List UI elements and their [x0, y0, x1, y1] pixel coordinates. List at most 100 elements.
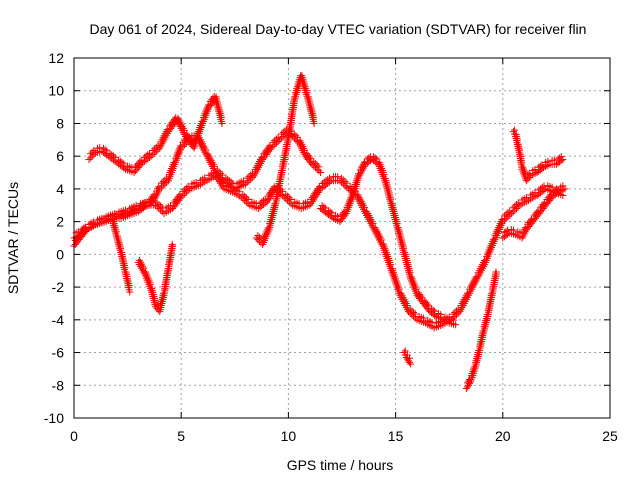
- data-point-fill: [294, 133, 302, 141]
- x-axis-label: GPS time / hours: [287, 457, 394, 473]
- data-point-fill: [241, 192, 249, 200]
- data-point-fill: [328, 209, 336, 217]
- data-point-fill: [254, 232, 262, 240]
- data-point-fill: [155, 200, 163, 208]
- data-point: [242, 180, 250, 188]
- x-tick-label: 25: [602, 428, 618, 444]
- sat-track-4: [109, 216, 134, 296]
- data-point: [561, 185, 569, 193]
- data-point: [499, 218, 507, 226]
- data-point: [218, 119, 226, 127]
- data-point-fill: [121, 264, 129, 272]
- data-point-fill: [403, 302, 411, 309]
- data-point: [522, 177, 530, 185]
- x-tick-label: 10: [281, 428, 297, 444]
- x-tick-label: 15: [388, 428, 404, 444]
- data-point-fill: [378, 236, 386, 244]
- data-point-fill: [419, 314, 427, 322]
- x-tick-label: 20: [495, 428, 511, 444]
- data-point-fill: [408, 307, 416, 315]
- y-axis-label: SDTVAR / TECUs: [5, 182, 21, 294]
- data-point-fill: [287, 196, 295, 204]
- data-point-fill: [305, 153, 313, 161]
- sat-track-7: [317, 153, 460, 329]
- sat-track-11: [510, 126, 567, 185]
- sat-track-10: [499, 182, 569, 242]
- data-point: [507, 209, 515, 217]
- data-point-fill: [437, 311, 445, 319]
- data-point-fill: [338, 174, 346, 182]
- data-point-fill: [320, 203, 328, 211]
- y-tick-label: -8: [52, 377, 65, 393]
- data-point-fill: [553, 185, 561, 193]
- sat-track-5: [134, 240, 177, 316]
- data-point: [85, 155, 93, 163]
- data-point-fill: [339, 176, 347, 184]
- data-point: [317, 169, 325, 177]
- data-point-fill: [235, 188, 243, 196]
- data-point-fill: [406, 269, 414, 277]
- chart-title: Day 061 of 2024, Sidereal Day-to-day VTE…: [90, 21, 587, 37]
- data-point-fill: [326, 208, 334, 216]
- data-point-fill: [393, 220, 401, 228]
- data-point: [130, 169, 138, 177]
- data-point-fill: [551, 187, 559, 195]
- axis-ticks: 0 5 10 15 20 25 -10 -8 -6 -4 -2 0 2 4 6 8 10 12: [44, 50, 618, 444]
- data-point-fill: [282, 191, 290, 199]
- sat-track-6: [252, 72, 318, 249]
- sat-track-2: [70, 169, 567, 332]
- data-point: [306, 201, 314, 209]
- data-point-fill: [242, 194, 250, 202]
- y-tick-label: 2: [56, 214, 64, 230]
- data-point-fill: [292, 132, 300, 140]
- y-tick-label: -4: [52, 312, 65, 328]
- data-point-fill: [380, 171, 388, 179]
- data-point-fill: [140, 264, 148, 272]
- data-point-fill: [400, 244, 408, 252]
- data-point-fill: [516, 229, 524, 237]
- data-point-fill: [210, 162, 218, 170]
- data-point-fill: [146, 280, 154, 288]
- data-point-fill: [387, 261, 395, 269]
- data-point: [407, 360, 415, 368]
- data-point-fill: [153, 199, 161, 207]
- data-point: [126, 288, 134, 296]
- data-point-fill: [536, 162, 544, 170]
- data-point-fill: [334, 173, 342, 181]
- data-point-fill: [401, 347, 409, 355]
- data-point-fill: [307, 155, 315, 163]
- data-point-fill: [311, 160, 319, 168]
- sat-track-9: [462, 268, 500, 393]
- data-point-fill: [227, 178, 235, 186]
- data-point-fill: [217, 113, 225, 121]
- data-point-fill: [412, 285, 420, 293]
- data-point-fill: [443, 314, 451, 322]
- data-point-fill: [157, 202, 165, 210]
- data-point-fill: [369, 220, 377, 228]
- data-point-fill: [361, 203, 369, 211]
- data-point-fill: [343, 179, 351, 187]
- y-tick-label: 6: [56, 148, 64, 164]
- data-point-fill: [538, 161, 546, 169]
- data-point: [310, 119, 318, 127]
- data-point-fill: [202, 146, 210, 154]
- sat-track-3: [85, 92, 226, 177]
- data-point-fill: [301, 146, 309, 154]
- y-tick-label: 4: [56, 181, 64, 197]
- data-point-fill: [410, 308, 418, 316]
- data-point-fill: [417, 292, 425, 300]
- data-point-fill: [125, 282, 133, 290]
- data-point-fill: [310, 158, 318, 166]
- data-points: [70, 72, 569, 393]
- y-tick-label: 10: [48, 83, 64, 99]
- data-point-fill: [117, 244, 125, 252]
- data-point-fill: [222, 174, 230, 182]
- x-tick-label: 0: [70, 428, 78, 444]
- y-tick-label: -10: [44, 410, 64, 426]
- data-point-fill: [284, 192, 292, 200]
- data-point-fill: [449, 316, 457, 324]
- data-point-fill: [115, 210, 123, 218]
- data-point-fill: [365, 154, 373, 162]
- data-point-fill: [120, 160, 128, 168]
